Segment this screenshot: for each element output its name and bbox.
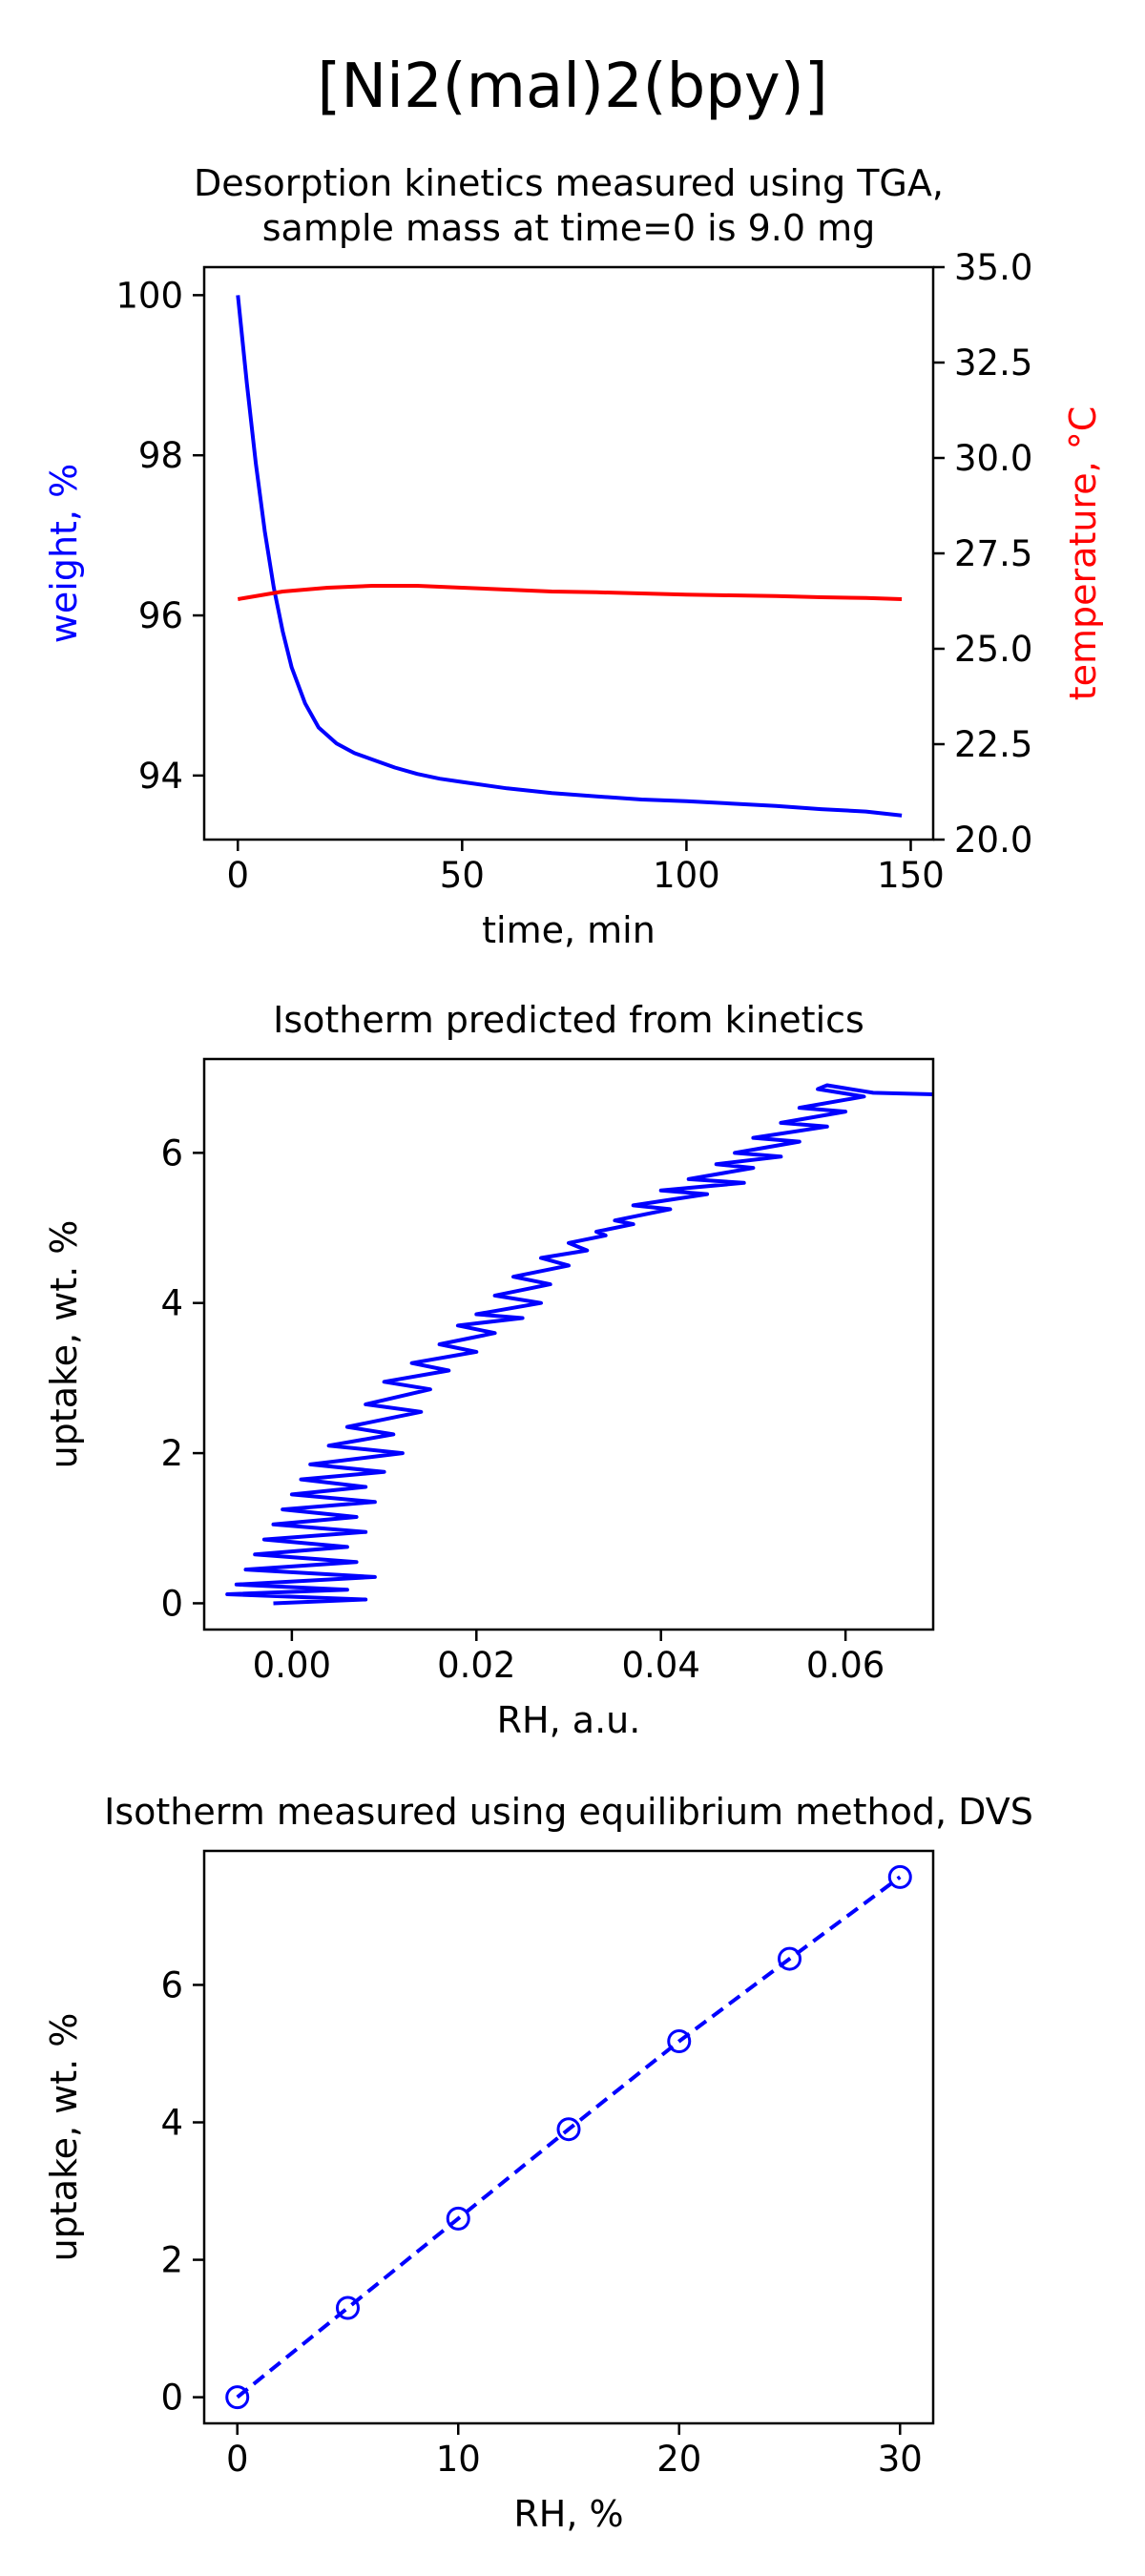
- series-line-1: [236, 1875, 902, 2399]
- plot-frame: [202, 1057, 935, 1631]
- y-tick-label: 6: [160, 1964, 183, 2005]
- x-tick-label: 30: [878, 2439, 923, 2480]
- x-tick-label: 100: [653, 855, 720, 896]
- x-tick-label: 0.02: [437, 1645, 515, 1686]
- x-tick-label: 150: [877, 855, 945, 896]
- x-tick-label: 0: [226, 855, 249, 896]
- x-axis-label: time, min: [482, 909, 656, 951]
- y-right-tick-label: 25.0: [954, 629, 1032, 670]
- y-tick-label: 2: [160, 2240, 183, 2281]
- y-right-tick-label: 27.5: [954, 533, 1032, 574]
- y-right-axis-label: temperature, °C: [1062, 406, 1104, 701]
- x-tick-label: 0.06: [806, 1645, 885, 1686]
- chart-title: Isotherm predicted from kinetics: [273, 999, 864, 1041]
- data-point: [335, 2296, 360, 2320]
- data-point: [778, 1946, 802, 1971]
- y-tick-label: 98: [138, 435, 183, 476]
- y-tick-label: 0: [160, 2378, 183, 2419]
- y-tick-label: 4: [160, 1283, 183, 1324]
- series-line-1: [225, 1083, 933, 1606]
- y-tick-label: 4: [160, 2103, 183, 2144]
- y-axis-label: uptake, wt. %: [43, 2013, 85, 2262]
- data-point: [887, 1864, 912, 1889]
- y-right-tick-label: 22.5: [954, 724, 1032, 765]
- figure-title: [Ni2(mal)2(bpy)]: [317, 52, 827, 122]
- y-tick-label: 94: [138, 756, 183, 797]
- x-tick-label: 20: [656, 2439, 701, 2480]
- y-right-tick-label: 20.0: [954, 820, 1032, 861]
- x-axis-label: RH, %: [513, 2493, 623, 2535]
- x-axis-label: RH, a.u.: [497, 1699, 641, 1741]
- x-tick-label: 50: [440, 855, 485, 896]
- data-point: [667, 2029, 692, 2054]
- series-line-2: [237, 584, 903, 601]
- y-right-tick-label: 30.0: [954, 438, 1032, 479]
- data-point: [225, 2385, 250, 2410]
- y-tick-label: 0: [160, 1583, 183, 1624]
- data-point: [556, 2117, 581, 2142]
- chart-2: Isotherm predicted from kinetics 0.00 0.02…: [43, 999, 935, 1741]
- y-right-tick-label: 35.0: [954, 247, 1032, 288]
- series-line-1: [236, 295, 903, 818]
- y-tick-label: 96: [138, 595, 183, 636]
- chart-1: Desorption kinetics measured using TGA,s…: [43, 162, 1104, 951]
- chart-3: Isotherm measured using equilibrium meth…: [43, 1791, 1033, 2535]
- y-tick-label: 6: [160, 1132, 183, 1174]
- y-tick-label: 100: [115, 275, 183, 316]
- x-tick-label: 0.00: [253, 1645, 331, 1686]
- chart-title-line: sample mass at time=0 is 9.0 mg: [262, 207, 876, 249]
- x-tick-label: 0: [226, 2439, 249, 2480]
- x-tick-label: 0.04: [622, 1645, 700, 1686]
- y-right-tick-label: 32.5: [954, 343, 1032, 384]
- x-tick-label: 10: [436, 2439, 481, 2480]
- chart-title: Isotherm measured using equilibrium meth…: [104, 1791, 1033, 1833]
- y-tick-label: 2: [160, 1433, 183, 1474]
- y-axis-label: uptake, wt. %: [43, 1220, 85, 1469]
- y-axis-label: weight, %: [43, 464, 85, 643]
- plot-frame: [202, 1849, 935, 2425]
- chart-title-line: Desorption kinetics measured using TGA,: [194, 162, 944, 204]
- chart-panels: Desorption kinetics measured using TGA,s…: [43, 162, 1104, 2535]
- data-point: [446, 2206, 470, 2231]
